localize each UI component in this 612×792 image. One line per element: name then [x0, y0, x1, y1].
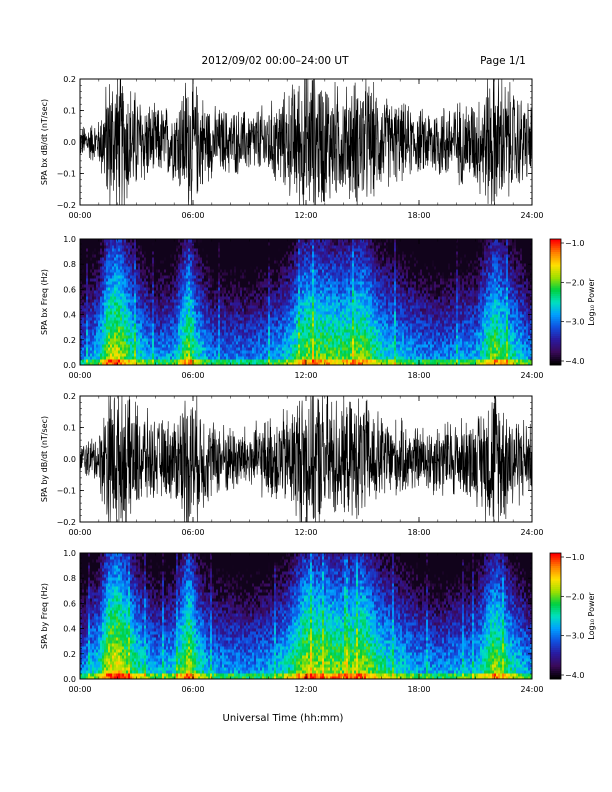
panel-1: 0.2 0.1 0.0 −0.1 −0.200:00 06:00 12:00 18:00 24:… — [40, 75, 544, 220]
y-tick-label: 0.0 — [63, 138, 76, 147]
panel-2: −1.0 −2.0 −3.0 −4.0 Log₁₀ Power 1.0 0.8 0.6 0.4 0… — [40, 235, 596, 380]
plot-frame — [79, 552, 533, 680]
colorbar-tick-label: −1.0 — [565, 239, 584, 248]
colorbar-frame — [549, 238, 562, 366]
x-tick-label: 12:00 — [294, 371, 317, 380]
y-tick-label: 0.0 — [63, 361, 76, 370]
y-tick-label: 0.8 — [63, 574, 76, 583]
y-tick-label: 0.8 — [63, 260, 76, 269]
y-tick-label: −0.2 — [57, 518, 76, 527]
colorbar-tick-label: −2.0 — [565, 278, 584, 287]
colorbar-frame — [549, 552, 562, 680]
plot-frame — [79, 238, 533, 366]
colorbar: −1.0 −2.0 −3.0 −4.0 Log₁₀ Power — [549, 552, 596, 680]
x-tick-label: 06:00 — [181, 528, 204, 537]
y-axis-label: SPA bx Freq (Hz) — [40, 269, 49, 335]
panel-4: −1.0 −2.0 −3.0 −4.0 Log₁₀ Power 1.0 0.8 0.6 0.4 0… — [40, 549, 596, 694]
panel-3: 0.2 0.1 0.0 −0.1 −0.200:00 06:00 12:00 18:00 24:… — [40, 392, 544, 537]
x-tick-label: 00:00 — [68, 211, 91, 220]
y-tick-label: 1.0 — [63, 235, 76, 244]
x-tick-label: 06:00 — [181, 211, 204, 220]
panels: 0.20.10.0−0.1−0.200:00 06:00 12:00 18:00 24:… — [40, 75, 596, 694]
series-trace — [80, 396, 532, 522]
colorbar-tick-label: −3.0 — [565, 318, 584, 327]
series-trace — [80, 79, 532, 205]
colorbar-tick-label: −4.0 — [565, 357, 584, 366]
y-tick-label: 0.6 — [63, 285, 76, 294]
x-tick-label: 12:00 — [294, 528, 317, 537]
y-tick-label: 0.1 — [63, 424, 76, 433]
colorbar-tick-label: −2.0 — [565, 592, 584, 601]
y-tick-label: 0.0 — [63, 455, 76, 464]
figure-title: 2012/09/02 00:00–24:00 UT — [201, 55, 349, 67]
colorbar-label: Log₁₀ Power — [587, 278, 596, 326]
x-tick-label: 24:00 — [520, 685, 543, 694]
colorbar: −1.0 −2.0 −3.0 −4.0 Log₁₀ Power — [549, 238, 596, 366]
x-tick-label: 24:00 — [520, 528, 543, 537]
y-tick-label: −0.1 — [57, 487, 76, 496]
x-tick-label: 18:00 — [407, 371, 430, 380]
x-tick-label: 06:00 — [181, 685, 204, 694]
plot-frame — [79, 395, 533, 523]
y-tick-label: 0.0 — [63, 675, 76, 684]
y-axis-label: SPA bx dB/dt (nT/sec) — [40, 99, 49, 185]
x-axis-label: Universal Time (hh:mm) — [223, 713, 344, 724]
y-tick-label: 0.1 — [63, 107, 76, 116]
plot-frame — [79, 78, 533, 206]
y-axis-label: SPA by Freq (Hz) — [40, 583, 49, 649]
y-tick-label: −0.1 — [57, 170, 76, 179]
y-tick-label: 0.4 — [63, 311, 76, 320]
x-tick-label: 00:00 — [68, 685, 91, 694]
y-tick-label: −0.2 — [57, 201, 76, 210]
page-indicator: Page 1/1 — [480, 55, 526, 67]
x-tick-label: 00:00 — [68, 528, 91, 537]
y-tick-label: 1.0 — [63, 549, 76, 558]
colorbar-tick-label: −4.0 — [565, 671, 584, 680]
colorbar-tick-label: −1.0 — [565, 553, 584, 562]
y-axis-label: SPA by dB/dt (nT/sec) — [40, 416, 49, 502]
x-tick-label: 18:00 — [407, 528, 430, 537]
x-tick-label: 18:00 — [407, 211, 430, 220]
x-tick-label: 24:00 — [520, 211, 543, 220]
x-tick-label: 00:00 — [68, 371, 91, 380]
spectrogram — [80, 239, 533, 366]
spectrogram — [80, 553, 533, 680]
x-tick-label: 12:00 — [294, 211, 317, 220]
colorbar-label: Log₁₀ Power — [587, 592, 596, 640]
y-tick-label: 0.2 — [63, 336, 76, 345]
colorbar-tick-label: −3.0 — [565, 632, 584, 641]
y-tick-label: 0.6 — [63, 599, 76, 608]
y-tick-label: 0.2 — [63, 75, 76, 84]
x-tick-label: 24:00 — [520, 371, 543, 380]
y-tick-label: 0.2 — [63, 650, 76, 659]
x-tick-label: 12:00 — [294, 685, 317, 694]
x-tick-label: 06:00 — [181, 371, 204, 380]
y-tick-label: 0.2 — [63, 392, 76, 401]
x-tick-label: 18:00 — [407, 685, 430, 694]
y-tick-label: 0.4 — [63, 625, 76, 634]
